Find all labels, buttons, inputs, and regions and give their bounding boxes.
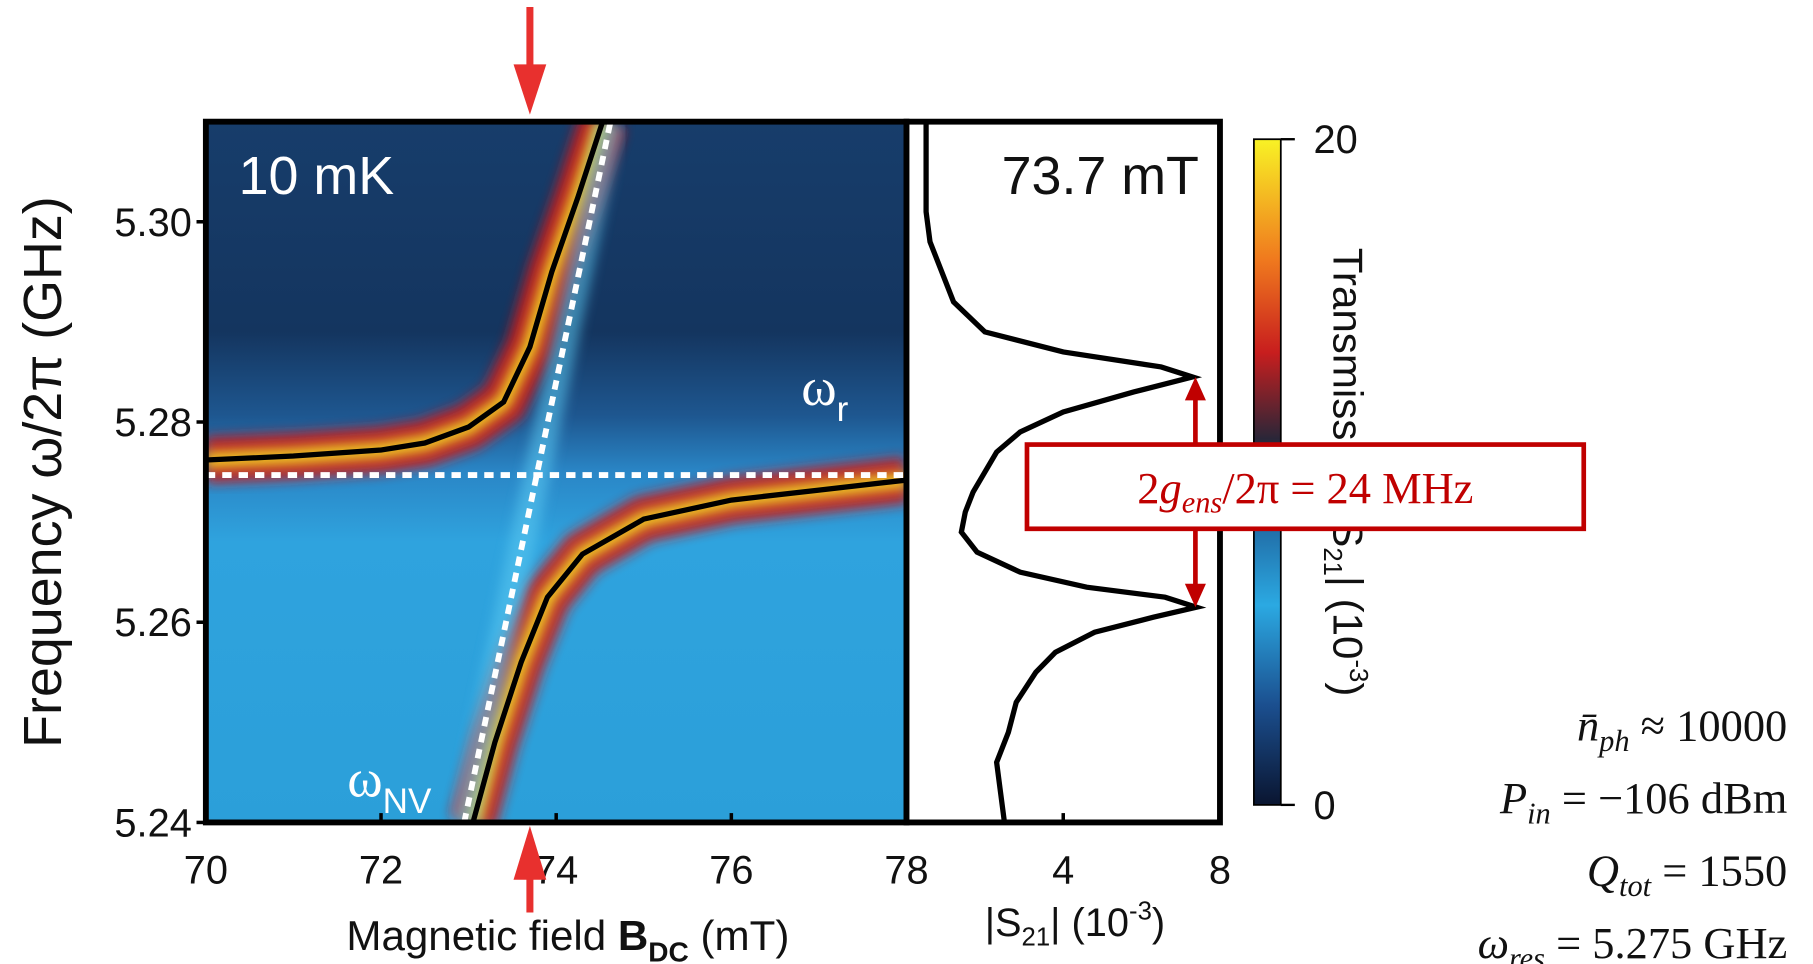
fit-line — [470, 477, 907, 823]
x-axis-label-part: B — [618, 912, 648, 959]
panel-annotation: 73.7 mT — [1002, 146, 1199, 206]
marker-arrowhead-bottom — [513, 825, 547, 880]
x-tick-label: 72 — [359, 848, 403, 892]
x-tick-label: 70 — [184, 848, 228, 892]
parameter-part: ≈ 10000 — [1630, 701, 1788, 751]
parameter: ωres = 5.275 GHz — [1478, 918, 1788, 964]
y-axis-label: Frequency ω/2π (GHz) — [13, 196, 73, 748]
series-label-part: ω — [347, 749, 382, 809]
y-tick-label: 5.26 — [114, 601, 191, 645]
parameter-part: tot — [1619, 869, 1653, 903]
parameter-part: P — [1499, 773, 1527, 823]
parameter-part: res — [1509, 942, 1545, 964]
x-axis-label-part: (mT) — [689, 912, 790, 959]
series-label: ωr — [801, 357, 848, 429]
x-axis-label-part: | (10 — [1050, 901, 1129, 945]
transmission-trace — [923, 121, 1207, 823]
colorbar-label-part: -3 — [1344, 659, 1372, 682]
parameter-part: Q — [1587, 846, 1619, 896]
parameter-part: = 5.275 GHz — [1545, 918, 1787, 964]
x-tick-label: 8 — [1209, 848, 1231, 892]
dashed-line — [461, 121, 614, 823]
series-label: ωNV — [347, 749, 432, 821]
splitting-label: 2gens/2π = 24 MHz — [1137, 463, 1473, 519]
x-axis-label-part: ) — [1152, 901, 1165, 945]
x-axis-label-part: Magnetic field — [346, 912, 617, 959]
parameter-part: ph — [1597, 724, 1629, 758]
x-axis-label: Magnetic field BDC (mT) — [346, 912, 789, 964]
parameter-part: ω — [1478, 918, 1509, 964]
x-tick-label: 76 — [709, 848, 753, 892]
splitting-label-part: g — [1160, 463, 1182, 513]
marker-arrowhead-top — [513, 64, 547, 115]
splitting-label-box — [1024, 442, 1587, 532]
series-label-part: ω — [801, 357, 836, 417]
x-axis-label-part: |S — [985, 901, 1022, 945]
series-label-part: NV — [383, 782, 432, 821]
splitting-arrowhead — [1184, 583, 1206, 608]
parameter: Pin = −106 dBm — [1499, 773, 1787, 831]
panel-annotation: 10 mK — [239, 146, 395, 206]
parameter-part: in — [1527, 797, 1551, 831]
x-axis-label-part: 21 — [1022, 923, 1051, 951]
splitting-label-part: ens — [1182, 485, 1223, 519]
parameter-part: = −106 dBm — [1551, 773, 1788, 823]
colorbar-label-part: | (10 — [1324, 576, 1371, 660]
series-label-part: r — [837, 390, 849, 429]
parameter: n̄ph ≈ 10000 — [1577, 701, 1787, 759]
splitting-label-part: 2 — [1137, 463, 1159, 513]
parameter-part: n̄ — [1577, 701, 1599, 751]
x-axis-label: |S21| (10-3) — [985, 898, 1165, 952]
colorbar-tick-label: 0 — [1314, 784, 1336, 828]
y-tick-label: 5.30 — [114, 201, 191, 245]
splitting-arrowhead — [1184, 376, 1206, 401]
splitting-label-part: /2π = 24 MHz — [1222, 463, 1473, 513]
parameter: Qtot = 1550 — [1587, 846, 1787, 904]
colorbar-label-part: ) — [1324, 682, 1371, 696]
x-tick-label: 78 — [884, 848, 928, 892]
x-tick-label: 4 — [1052, 848, 1074, 892]
y-tick-label: 5.24 — [114, 801, 191, 845]
x-axis-label-part: DC — [648, 937, 689, 964]
x-axis-label-part: -3 — [1129, 898, 1152, 926]
colorbar-label-part: 21 — [1318, 547, 1346, 576]
y-tick-label: 5.28 — [114, 401, 191, 445]
parameter-part: = 1550 — [1651, 846, 1787, 896]
colorbar-tick-label: 20 — [1314, 118, 1358, 162]
fit-line — [205, 121, 606, 463]
